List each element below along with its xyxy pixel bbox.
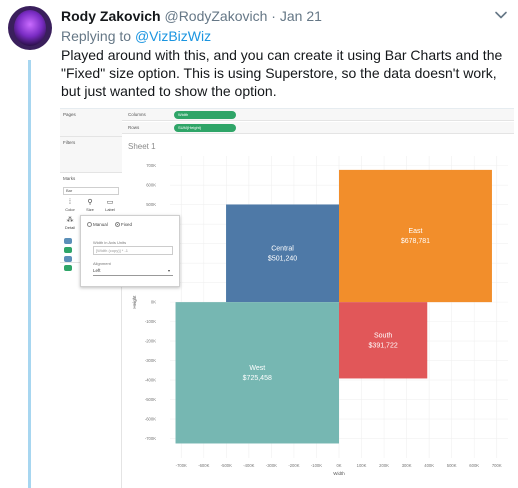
rows-shelf[interactable]: Rows SUM(Height)	[122, 122, 514, 134]
bar-label-east: East	[408, 228, 422, 235]
attached-screenshot[interactable]: Pages Filters Marks Bar ⁞ Color ⚲ Size ▭…	[60, 108, 514, 488]
alignment-value: Left	[93, 268, 101, 273]
width-input[interactable]: [Width (copy)] * -1	[93, 246, 173, 255]
y-tick-label: -100K	[145, 319, 156, 324]
pages-card: Pages	[60, 109, 122, 137]
sheet-title: Sheet 1	[128, 142, 156, 151]
y-tick-label: -200K	[145, 339, 156, 344]
chart: Central $501,240 East $678,781 South $391,722…	[132, 156, 508, 476]
bar-value-west: $725,458	[243, 375, 272, 382]
y-tick-label: 500K	[146, 202, 156, 207]
tweet-header: Rody Zakovich @RodyZakovich · Jan 21	[61, 8, 322, 24]
x-tick-label: -300K	[266, 463, 277, 468]
bar-south	[339, 302, 428, 379]
filters-title: Filters	[63, 140, 76, 145]
rows-label: Rows	[128, 125, 140, 130]
manual-label: Manual	[93, 222, 108, 227]
y-tick-label: -700K	[145, 436, 156, 441]
x-tick-label: -700K	[176, 463, 187, 468]
y-tick-label: 0K	[151, 300, 156, 305]
avatar-image	[14, 10, 46, 46]
size-popup: Manual Fixed Width in Axis Units [Width …	[80, 215, 180, 287]
tweet-date[interactable]: Jan 21	[279, 8, 322, 24]
mark-type-value: Bar	[66, 188, 73, 193]
size-button[interactable]: ⚲ Size	[82, 198, 98, 214]
fixed-label: Fixed	[121, 222, 133, 227]
mark-pill-1[interactable]	[64, 238, 72, 244]
separator-dot: ·	[271, 8, 276, 24]
marks-title: Marks	[63, 176, 76, 181]
x-tick-label: -200K	[288, 463, 299, 468]
detail-label: Detail	[64, 225, 76, 230]
manual-option[interactable]: Manual	[87, 222, 108, 228]
mark-pill-4[interactable]	[64, 265, 72, 271]
author-handle[interactable]: @RodyZakovich	[164, 8, 268, 24]
bar-label-central: Central	[271, 245, 294, 252]
x-tick-label: -600K	[198, 463, 209, 468]
manual-radio-icon	[87, 222, 92, 228]
alignment-label: Alignment	[93, 261, 111, 266]
x-tick-label: 700K	[492, 463, 502, 468]
mark-pill-2[interactable]	[64, 247, 72, 253]
x-tick-label: 300K	[402, 463, 412, 468]
x-tick-label: 500K	[447, 463, 457, 468]
bar-west	[175, 302, 339, 444]
author-name[interactable]: Rody Zakovich	[61, 8, 161, 24]
bar-label-south: South	[374, 332, 392, 339]
tableau-left-pane: Pages Filters Marks Bar ⁞ Color ⚲ Size ▭…	[60, 109, 122, 488]
alignment-select[interactable]: Left ▾	[93, 267, 173, 276]
label-label: Label	[105, 207, 115, 212]
bar-value-east: $678,781	[401, 238, 430, 245]
detail-icon: ⁂	[66, 217, 74, 224]
label-icon: ▭	[106, 199, 114, 206]
reply-to-link[interactable]: @VizBizWiz	[134, 28, 212, 44]
x-tick-label: 0K	[336, 463, 341, 468]
y-axis-title: Height	[132, 295, 137, 309]
size-label: Size	[86, 207, 94, 212]
pages-title: Pages	[63, 112, 76, 117]
x-tick-label: -500K	[221, 463, 232, 468]
tweet-text: Played around with this, and you can cre…	[61, 47, 503, 99]
x-tick-label: 400K	[424, 463, 434, 468]
bar-value-south: $391,722	[369, 342, 398, 349]
x-tick-label: 600K	[469, 463, 479, 468]
bar-east	[339, 169, 492, 303]
columns-pill[interactable]: Width	[174, 111, 236, 119]
y-tick-label: -300K	[145, 358, 156, 363]
thread-line	[28, 60, 31, 488]
x-axis-title: Width	[333, 471, 345, 476]
x-tick-label: -100K	[311, 463, 322, 468]
bar-label-west: West	[249, 365, 265, 372]
bar-value-central: $501,240	[268, 255, 297, 262]
detail-button[interactable]: ⁂ Detail	[62, 216, 78, 232]
chevron-down-icon[interactable]	[494, 8, 508, 22]
fixed-option[interactable]: Fixed	[115, 222, 133, 228]
avatar[interactable]	[8, 6, 52, 50]
y-tick-label: 700K	[146, 163, 156, 168]
y-tick-label: -600K	[145, 417, 156, 422]
x-tick-label: 200K	[379, 463, 389, 468]
reply-prefix: Replying to	[61, 28, 132, 44]
x-tick-label: 100K	[357, 463, 367, 468]
fixed-radio-icon	[115, 222, 120, 228]
y-tick-label: -400K	[145, 378, 156, 383]
mark-pill-3[interactable]	[64, 256, 72, 262]
x-tick-label: -400K	[243, 463, 254, 468]
bar-central	[226, 204, 339, 303]
rows-pill[interactable]: SUM(Height)	[174, 124, 236, 132]
reply-context: Replying to @VizBizWiz	[61, 28, 211, 44]
y-tick-label: -500K	[145, 397, 156, 402]
columns-label: Columns	[128, 112, 146, 117]
alignment-chevron-icon: ▾	[167, 268, 170, 273]
mark-type-dropdown[interactable]: Bar	[63, 187, 119, 195]
y-tick-label: 600K	[146, 183, 156, 188]
filters-card: Filters	[60, 137, 122, 173]
size-icon: ⚲	[87, 199, 93, 206]
label-button[interactable]: ▭ Label	[102, 198, 118, 214]
width-label: Width in Axis Units	[93, 240, 127, 245]
color-button[interactable]: ⁞ Color	[62, 198, 78, 214]
color-label: Color	[65, 207, 75, 212]
color-icon: ⁞	[69, 199, 71, 206]
columns-shelf[interactable]: Columns Width	[122, 109, 514, 121]
